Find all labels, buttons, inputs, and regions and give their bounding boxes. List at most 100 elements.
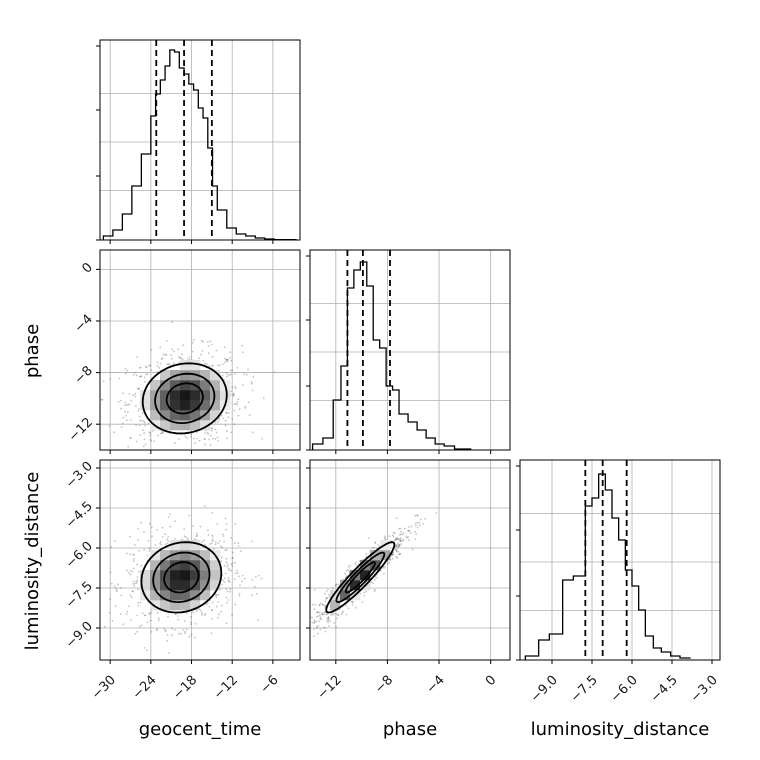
scatter-point bbox=[150, 349, 153, 351]
scatter-point bbox=[139, 366, 142, 369]
scatter-point bbox=[192, 611, 194, 614]
density-cell bbox=[330, 590, 341, 601]
scatter-point bbox=[166, 634, 169, 636]
scatter-point bbox=[146, 554, 149, 557]
scatter-point bbox=[101, 398, 104, 401]
scatter-point bbox=[424, 517, 426, 520]
scatter-point bbox=[253, 585, 256, 588]
scatter-point bbox=[210, 429, 213, 432]
scatter-point bbox=[147, 540, 150, 542]
scatter-point bbox=[322, 613, 325, 615]
scatter-point bbox=[204, 432, 207, 434]
scatter-point bbox=[124, 410, 127, 413]
scatter-point bbox=[399, 540, 402, 543]
scatter-point bbox=[144, 365, 147, 368]
scatter-point bbox=[398, 543, 401, 546]
scatter-point bbox=[148, 547, 151, 549]
scatter-point bbox=[167, 535, 170, 538]
scatter-point bbox=[229, 351, 232, 354]
scatter-point bbox=[411, 548, 414, 551]
scatter-point bbox=[251, 431, 254, 434]
scatter-point bbox=[189, 358, 192, 361]
x-tick-label: −18 bbox=[170, 673, 200, 703]
density-cell bbox=[160, 590, 171, 601]
scatter-point bbox=[363, 591, 365, 594]
y-axis-label-luminosity-distance: luminosity_distance bbox=[22, 472, 43, 651]
scatter-point bbox=[344, 572, 346, 575]
density-cell bbox=[160, 550, 171, 561]
scatter-point bbox=[132, 560, 135, 563]
scatter-point bbox=[374, 542, 377, 544]
scatter-point bbox=[332, 613, 334, 616]
scatter-point bbox=[229, 588, 232, 590]
scatter-point bbox=[156, 612, 159, 614]
scatter-point bbox=[155, 628, 158, 630]
scatter-point bbox=[168, 363, 171, 366]
scatter-point bbox=[398, 533, 401, 536]
scatter-point bbox=[208, 365, 211, 368]
scatter-point bbox=[187, 358, 189, 360]
scatter-point bbox=[136, 579, 139, 582]
scatter-point bbox=[146, 621, 149, 624]
scatter-point bbox=[214, 421, 217, 424]
scatter-point bbox=[132, 558, 135, 560]
scatter-point bbox=[220, 545, 222, 548]
scatter-point bbox=[180, 632, 183, 635]
scatter-point bbox=[211, 427, 214, 430]
scatter-point bbox=[157, 617, 160, 620]
scatter-point bbox=[224, 549, 227, 552]
scatter-point bbox=[341, 611, 344, 614]
scatter-point bbox=[321, 613, 324, 616]
scatter-point bbox=[190, 621, 192, 624]
scatter-point bbox=[140, 624, 143, 627]
scatter-point bbox=[160, 358, 163, 361]
scatter-point bbox=[416, 526, 419, 529]
scatter-point bbox=[134, 392, 137, 395]
x-tick-label: −3.0 bbox=[688, 673, 721, 706]
scatter-point bbox=[327, 616, 330, 619]
scatter-point bbox=[126, 369, 129, 372]
scatter-point bbox=[209, 340, 212, 343]
scatter-point bbox=[374, 588, 376, 591]
scatter-point bbox=[395, 538, 398, 540]
scatter-point bbox=[247, 368, 250, 371]
scatter-point bbox=[327, 619, 330, 621]
scatter-point bbox=[337, 613, 339, 616]
scatter-point bbox=[391, 553, 394, 556]
scatter-point bbox=[108, 611, 111, 614]
density-cell bbox=[160, 410, 171, 421]
scatter-point bbox=[225, 412, 228, 414]
scatter-point bbox=[225, 430, 228, 433]
scatter-point bbox=[234, 385, 237, 388]
scatter-point bbox=[167, 540, 170, 543]
scatter-point bbox=[137, 388, 140, 391]
scatter-point bbox=[252, 376, 255, 378]
scatter-point bbox=[394, 548, 397, 551]
scatter-point bbox=[177, 348, 180, 351]
scatter-point bbox=[226, 565, 229, 568]
density-cell bbox=[180, 600, 191, 611]
scatter-point bbox=[188, 356, 191, 358]
scatter-point bbox=[227, 416, 230, 419]
scatter-point bbox=[326, 617, 329, 620]
scatter-point bbox=[231, 386, 234, 388]
scatter-point bbox=[153, 440, 155, 443]
scatter-point bbox=[318, 604, 321, 606]
scatter-point bbox=[206, 602, 209, 605]
scatter-point bbox=[383, 536, 386, 539]
scatter-point bbox=[398, 538, 401, 540]
scatter-point bbox=[384, 535, 386, 538]
scatter-point bbox=[225, 557, 228, 560]
scatter-point bbox=[138, 549, 141, 552]
scatter-point bbox=[198, 357, 201, 360]
scatter-point bbox=[120, 407, 122, 410]
scatter-point bbox=[164, 354, 167, 356]
scatter-point bbox=[395, 549, 398, 552]
scatter-point bbox=[217, 364, 219, 367]
scatter-point bbox=[216, 436, 219, 439]
x-tick-label: −7.5 bbox=[568, 673, 601, 706]
scatter-point bbox=[229, 369, 232, 372]
scatter-point bbox=[407, 530, 409, 532]
scatter-point bbox=[133, 554, 135, 556]
scatter-point bbox=[190, 436, 193, 438]
